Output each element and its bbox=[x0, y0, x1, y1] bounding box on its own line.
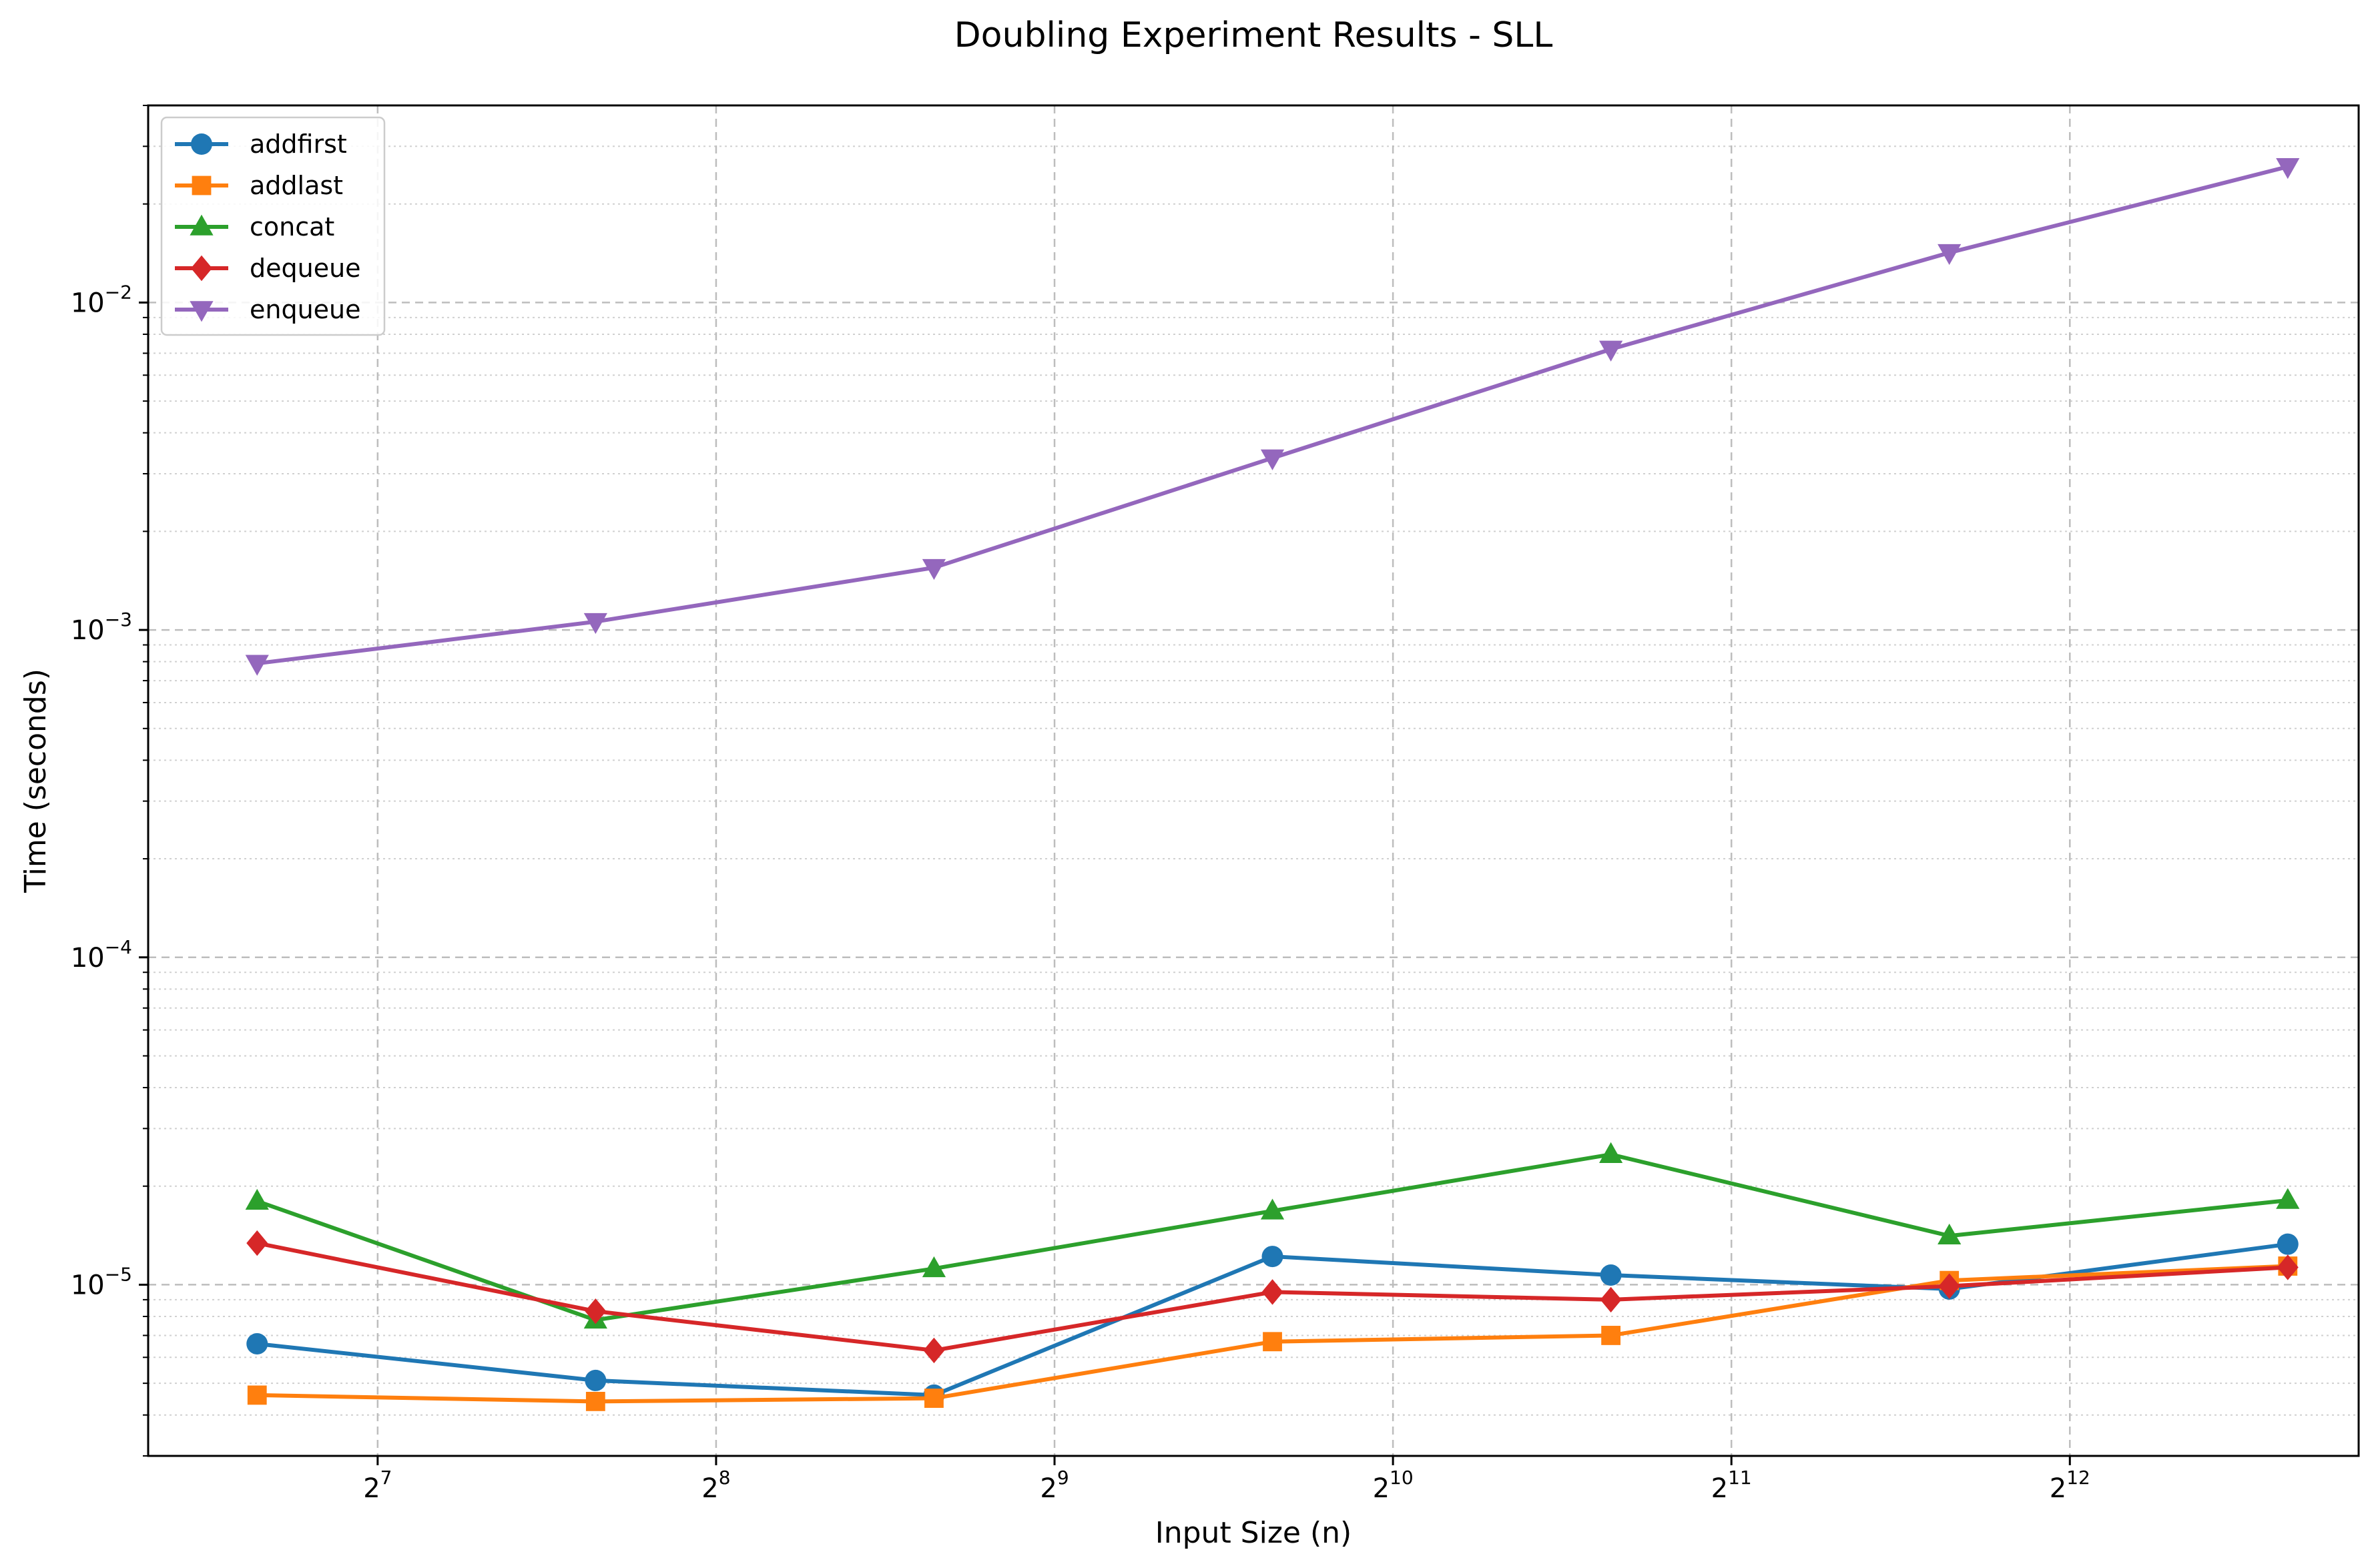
legend-item-addfirst: addfirst bbox=[175, 129, 347, 159]
y-tick-label-base: 10 bbox=[71, 288, 105, 318]
data-point-concat bbox=[245, 1188, 269, 1210]
y-tick-label-exponent: −5 bbox=[105, 1263, 132, 1285]
data-point-addfirst bbox=[1261, 1246, 1283, 1268]
data-point-concat bbox=[2276, 1188, 2300, 1209]
data-point-addlast bbox=[585, 1391, 605, 1411]
x-tick-label-base: 2 bbox=[1373, 1473, 1390, 1504]
data-point-addfirst bbox=[2277, 1233, 2299, 1255]
legend-marker-enqueue bbox=[190, 301, 214, 322]
y-tick-label-exponent: −2 bbox=[105, 281, 132, 303]
data-point-enqueue bbox=[1938, 244, 1962, 266]
data-point-enqueue bbox=[245, 655, 269, 676]
x-tick-label: 210 bbox=[1373, 1467, 1414, 1504]
data-point-addfirst bbox=[1600, 1264, 1622, 1286]
data-point-dequeue bbox=[1938, 1273, 1960, 1299]
data-point-dequeue bbox=[923, 1337, 945, 1364]
y-tick-label-base: 10 bbox=[71, 615, 105, 646]
x-tick-label-base: 2 bbox=[701, 1473, 718, 1504]
x-tick-label: 212 bbox=[2050, 1467, 2090, 1504]
data-point-concat bbox=[922, 1256, 946, 1278]
data-point-dequeue bbox=[1600, 1286, 1622, 1313]
data-point-enqueue bbox=[1260, 449, 1285, 470]
data-point-addlast bbox=[1601, 1326, 1621, 1345]
legend-marker-addfirst bbox=[191, 133, 212, 155]
chart-title: Doubling Experiment Results - SLL bbox=[954, 15, 1553, 55]
data-point-enqueue bbox=[1599, 340, 1623, 362]
data-point-concat bbox=[1260, 1198, 1285, 1220]
x-tick-label: 29 bbox=[1040, 1467, 1069, 1504]
data-point-addlast bbox=[924, 1389, 944, 1408]
legend-item-enqueue: enqueue bbox=[175, 295, 361, 324]
x-axis-label: Input Size (n) bbox=[1155, 1516, 1352, 1550]
data-point-addlast bbox=[247, 1385, 267, 1405]
data-point-concat bbox=[1938, 1223, 1962, 1245]
series-layer bbox=[245, 157, 2300, 1411]
legend: addfirst addlast concat dequeue enqueue bbox=[160, 116, 386, 336]
x-tick-label-base: 2 bbox=[1711, 1473, 1728, 1504]
x-tick-label-exponent: 8 bbox=[719, 1467, 731, 1489]
legend-item-addlast: addlast bbox=[175, 171, 343, 200]
data-point-concat bbox=[1599, 1142, 1623, 1163]
data-point-dequeue bbox=[246, 1230, 268, 1256]
data-point-dequeue bbox=[1261, 1279, 1283, 1305]
legend-marker-dequeue bbox=[191, 255, 212, 282]
legend-label-enqueue: enqueue bbox=[250, 295, 361, 324]
legend-item-dequeue: dequeue bbox=[175, 254, 361, 283]
x-tick-label-exponent: 7 bbox=[380, 1467, 392, 1489]
y-tick-label-base: 10 bbox=[71, 943, 105, 973]
x-tick-label-base: 2 bbox=[2050, 1473, 2066, 1504]
y-tick-label-base: 10 bbox=[71, 1270, 105, 1300]
data-point-enqueue bbox=[2276, 157, 2300, 179]
x-tick-label-exponent: 11 bbox=[1728, 1467, 1752, 1489]
y-axis-label: Time (seconds) bbox=[19, 669, 53, 893]
plot-frame bbox=[147, 104, 2360, 1457]
major-grid bbox=[148, 105, 2359, 1456]
legend-label-addfirst: addfirst bbox=[250, 129, 347, 159]
minor-grid bbox=[148, 105, 2359, 1457]
x-tick-label: 211 bbox=[1711, 1467, 1752, 1504]
data-point-dequeue bbox=[2277, 1254, 2299, 1280]
y-axis: 10−510−410−310−2 bbox=[71, 105, 148, 1457]
data-point-dequeue bbox=[585, 1298, 607, 1324]
x-tick-label: 27 bbox=[363, 1467, 392, 1504]
y-tick-label: 10−5 bbox=[71, 1263, 132, 1300]
y-tick-label: 10−2 bbox=[71, 281, 132, 318]
data-point-addlast bbox=[1263, 1332, 1282, 1352]
x-tick-label-exponent: 9 bbox=[1057, 1467, 1069, 1489]
legend-marker-addlast bbox=[192, 175, 212, 195]
series-dequeue bbox=[246, 1230, 2299, 1364]
y-tick-label: 10−3 bbox=[71, 609, 132, 646]
plot-area bbox=[147, 104, 2360, 1457]
data-point-addfirst bbox=[246, 1332, 268, 1354]
legend-label-dequeue: dequeue bbox=[250, 254, 361, 283]
y-tick-label-exponent: −4 bbox=[105, 936, 132, 958]
y-tick-label-exponent: −3 bbox=[105, 609, 132, 631]
x-tick-label-base: 2 bbox=[363, 1473, 380, 1504]
x-tick-label-base: 2 bbox=[1040, 1473, 1057, 1504]
x-tick-label-exponent: 10 bbox=[1390, 1467, 1414, 1489]
x-tick-label-exponent: 12 bbox=[2066, 1467, 2090, 1489]
data-point-addfirst bbox=[585, 1369, 607, 1391]
legend-label-addlast: addlast bbox=[250, 171, 343, 200]
legend-marker-concat bbox=[190, 214, 214, 236]
legend-label-concat: concat bbox=[250, 212, 334, 242]
x-axis: 27 28 29 210 211 212 bbox=[363, 1456, 2090, 1504]
x-tick-label: 28 bbox=[701, 1467, 730, 1504]
legend-item-concat: concat bbox=[175, 212, 334, 242]
y-tick-label: 10−4 bbox=[71, 936, 132, 973]
data-point-enqueue bbox=[922, 558, 946, 580]
legend-box bbox=[160, 116, 386, 336]
series-enqueue bbox=[245, 157, 2300, 676]
data-point-enqueue bbox=[583, 613, 607, 635]
